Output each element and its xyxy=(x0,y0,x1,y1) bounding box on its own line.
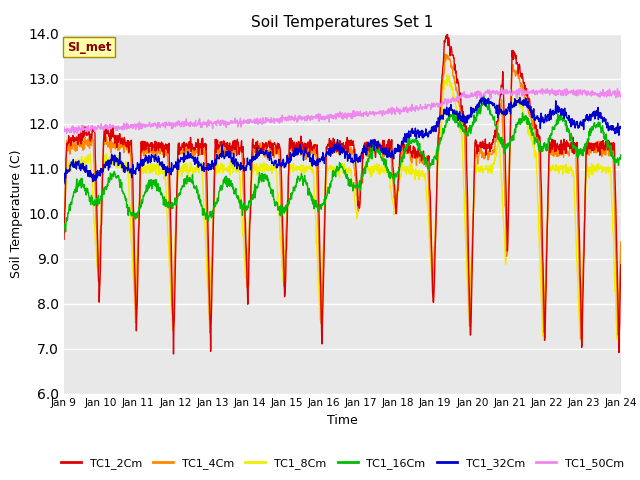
Title: Soil Temperatures Set 1: Soil Temperatures Set 1 xyxy=(252,15,433,30)
TC1_16Cm xyxy=(552,122,559,128)
Line: TC1_16Cm: TC1_16Cm xyxy=(64,95,621,232)
TC1_8Cm xyxy=(60,216,68,222)
TC1_16Cm xyxy=(502,145,510,151)
TC1_2Cm xyxy=(552,142,559,147)
TC1_50Cm xyxy=(502,87,509,93)
Line: TC1_8Cm: TC1_8Cm xyxy=(64,75,621,340)
TC1_50Cm xyxy=(184,120,192,126)
Line: TC1_2Cm: TC1_2Cm xyxy=(64,33,621,354)
TC1_8Cm xyxy=(184,174,191,180)
TC1_32Cm xyxy=(60,180,68,186)
TC1_2Cm xyxy=(60,237,68,242)
TC1_2Cm xyxy=(502,201,510,206)
TC1_32Cm xyxy=(429,128,436,134)
TC1_50Cm xyxy=(518,85,525,91)
TC1_50Cm xyxy=(70,131,78,137)
TC1_2Cm xyxy=(170,351,177,357)
TC1_8Cm xyxy=(429,267,436,273)
TC1_2Cm xyxy=(246,212,254,217)
TC1_4Cm xyxy=(551,145,559,151)
TC1_4Cm xyxy=(502,223,509,229)
TC1_2Cm xyxy=(429,299,437,305)
TC1_2Cm xyxy=(171,298,179,303)
TC1_4Cm xyxy=(184,151,191,156)
Legend: TC1_2Cm, TC1_4Cm, TC1_8Cm, TC1_16Cm, TC1_32Cm, TC1_50Cm: TC1_2Cm, TC1_4Cm, TC1_8Cm, TC1_16Cm, TC1… xyxy=(56,453,628,473)
TC1_50Cm xyxy=(552,93,559,98)
TC1_8Cm xyxy=(170,255,178,261)
TC1_50Cm xyxy=(246,119,254,125)
Line: TC1_4Cm: TC1_4Cm xyxy=(64,54,621,338)
TC1_4Cm xyxy=(617,239,625,245)
TC1_32Cm xyxy=(502,112,509,118)
Y-axis label: Soil Temperature (C): Soil Temperature (C) xyxy=(10,149,22,278)
TC1_16Cm xyxy=(429,158,437,164)
TC1_4Cm xyxy=(442,51,449,57)
TC1_8Cm xyxy=(502,260,509,266)
TC1_4Cm xyxy=(577,336,585,341)
TC1_2Cm xyxy=(184,145,192,151)
TC1_8Cm xyxy=(246,210,254,216)
TC1_32Cm xyxy=(184,149,191,155)
TC1_4Cm xyxy=(170,274,178,279)
TC1_2Cm xyxy=(617,262,625,268)
TC1_16Cm xyxy=(246,197,254,203)
TC1_8Cm xyxy=(551,164,559,170)
TC1_32Cm xyxy=(170,163,178,169)
TC1_8Cm xyxy=(617,245,625,251)
TC1_2Cm xyxy=(444,30,451,36)
Text: SI_met: SI_met xyxy=(67,41,111,54)
TC1_50Cm xyxy=(429,103,437,108)
TC1_32Cm xyxy=(516,95,524,100)
TC1_50Cm xyxy=(617,93,625,99)
TC1_16Cm xyxy=(60,221,68,227)
TC1_16Cm xyxy=(184,177,192,183)
TC1_4Cm xyxy=(60,213,68,219)
TC1_8Cm xyxy=(443,72,451,78)
TC1_16Cm xyxy=(617,152,625,157)
TC1_16Cm xyxy=(480,92,488,97)
TC1_8Cm xyxy=(576,337,584,343)
Line: TC1_32Cm: TC1_32Cm xyxy=(64,97,621,183)
TC1_4Cm xyxy=(429,294,436,300)
TC1_16Cm xyxy=(61,229,69,235)
TC1_50Cm xyxy=(60,124,68,130)
X-axis label: Time: Time xyxy=(327,414,358,427)
TC1_4Cm xyxy=(246,202,254,208)
TC1_32Cm xyxy=(617,125,625,131)
TC1_50Cm xyxy=(171,120,179,126)
TC1_32Cm xyxy=(551,109,559,115)
TC1_32Cm xyxy=(246,157,254,163)
TC1_16Cm xyxy=(171,199,179,205)
Line: TC1_50Cm: TC1_50Cm xyxy=(64,88,621,134)
